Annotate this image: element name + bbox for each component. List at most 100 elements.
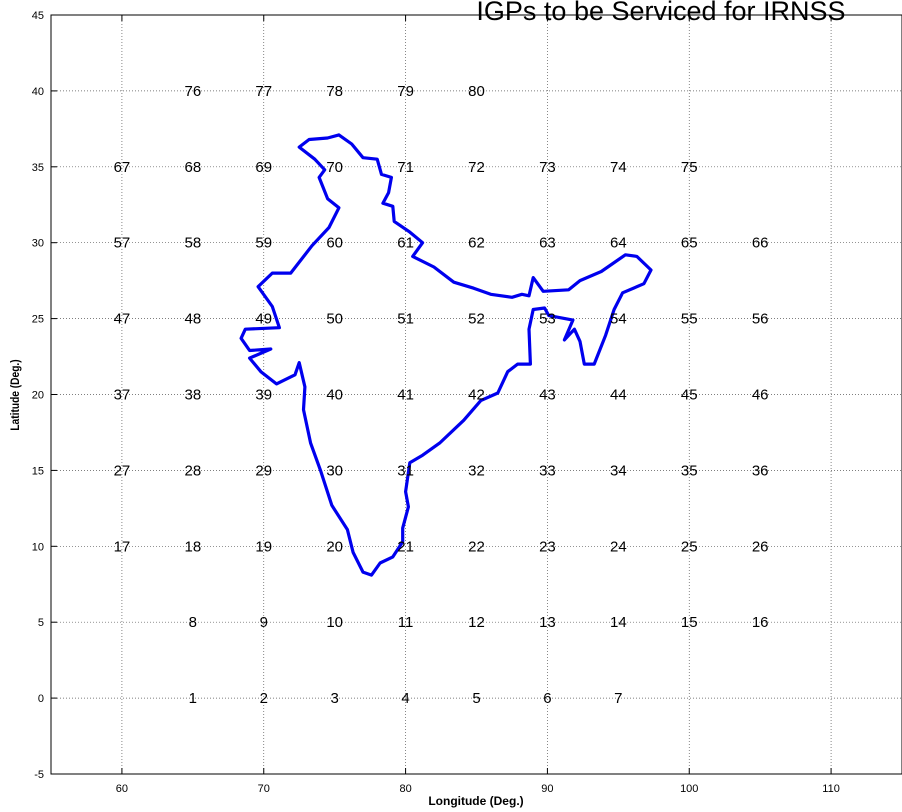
igp-label-6: 6 — [543, 690, 551, 707]
igp-label-26: 26 — [752, 538, 769, 555]
igp-label-30: 30 — [326, 462, 343, 479]
igp-label-42: 42 — [468, 387, 485, 404]
igp-label-14: 14 — [610, 614, 627, 631]
igp-label-4: 4 — [401, 690, 409, 707]
igp-label-31: 31 — [397, 462, 414, 479]
igp-label-16: 16 — [752, 614, 769, 631]
igp-label-65: 65 — [681, 235, 698, 252]
igp-label-78: 78 — [326, 83, 343, 100]
igp-label-69: 69 — [255, 159, 272, 176]
igp-label-20: 20 — [326, 538, 343, 555]
igp-label-73: 73 — [539, 159, 556, 176]
igp-label-28: 28 — [184, 462, 201, 479]
y-tick-label-25: 25 — [32, 314, 44, 326]
chart-title: IGPs to be Serviced for IRNSS — [476, 0, 845, 26]
igp-label-71: 71 — [397, 159, 414, 176]
igp-label-39: 39 — [255, 387, 272, 404]
igp-label-34: 34 — [610, 462, 627, 479]
igp-label-75: 75 — [681, 159, 698, 176]
y-tick-label-5: 5 — [38, 617, 44, 629]
igp-label-32: 32 — [468, 462, 485, 479]
igp-label-80: 80 — [468, 83, 485, 100]
y-tick-label-10: 10 — [32, 541, 44, 553]
igp-label-15: 15 — [681, 614, 698, 631]
igp-label-35: 35 — [681, 462, 698, 479]
igp-label-44: 44 — [610, 387, 627, 404]
igp-label-77: 77 — [255, 83, 272, 100]
y-tick-label-30: 30 — [32, 238, 44, 250]
igp-label-18: 18 — [184, 538, 201, 555]
igp-label-41: 41 — [397, 387, 414, 404]
igp-label-70: 70 — [326, 159, 343, 176]
igp-label-3: 3 — [330, 690, 338, 707]
igp-label-57: 57 — [114, 235, 131, 252]
igp-label-2: 2 — [260, 690, 268, 707]
igp-label-1: 1 — [189, 690, 197, 707]
x-tick-label-70: 70 — [258, 783, 270, 795]
igp-label-56: 56 — [752, 311, 769, 328]
igp-label-25: 25 — [681, 538, 698, 555]
igp-label-74: 74 — [610, 159, 627, 176]
igp-label-43: 43 — [539, 387, 556, 404]
igp-label-36: 36 — [752, 462, 769, 479]
igp-label-49: 49 — [255, 311, 272, 328]
x-tick-label-80: 80 — [399, 783, 411, 795]
igp-label-51: 51 — [397, 311, 414, 328]
igp-label-10: 10 — [326, 614, 343, 631]
y-tick-label-15: 15 — [32, 465, 44, 477]
igp-label-55: 55 — [681, 311, 698, 328]
igp-label-48: 48 — [184, 311, 201, 328]
igp-label-45: 45 — [681, 387, 698, 404]
igp-label-58: 58 — [184, 235, 201, 252]
y-tick-label-0: 0 — [38, 693, 44, 705]
igp-label-61: 61 — [397, 235, 414, 252]
igp-label-68: 68 — [184, 159, 201, 176]
x-tick-label-110: 110 — [822, 783, 840, 795]
x-tick-label-90: 90 — [541, 783, 553, 795]
igp-label-21: 21 — [397, 538, 414, 555]
igp-label-38: 38 — [184, 387, 201, 404]
x-axis-label: Longitude (Deg.) — [428, 794, 523, 808]
igp-label-64: 64 — [610, 235, 627, 252]
igp-label-79: 79 — [397, 83, 414, 100]
igp-label-22: 22 — [468, 538, 485, 555]
igp-label-5: 5 — [472, 690, 480, 707]
igp-label-63: 63 — [539, 235, 556, 252]
igp-label-60: 60 — [326, 235, 343, 252]
igp-label-67: 67 — [114, 159, 131, 176]
igp-label-33: 33 — [539, 462, 556, 479]
igp-label-9: 9 — [260, 614, 268, 631]
igp-label-8: 8 — [189, 614, 197, 631]
igp-label-11: 11 — [398, 614, 414, 631]
igp-label-76: 76 — [184, 83, 201, 100]
igp-label-50: 50 — [326, 311, 343, 328]
y-tick-label-45: 45 — [32, 10, 44, 22]
igp-label-40: 40 — [326, 387, 343, 404]
igp-label-66: 66 — [752, 235, 769, 252]
y-tick-label-40: 40 — [32, 86, 44, 98]
igp-label-72: 72 — [468, 159, 485, 176]
igp-label-12: 12 — [468, 614, 485, 631]
igp-label-19: 19 — [255, 538, 272, 555]
igp-label-47: 47 — [114, 311, 131, 328]
igp-label-37: 37 — [114, 387, 131, 404]
y-tick-label-20: 20 — [32, 390, 44, 402]
igp-label-59: 59 — [255, 235, 272, 252]
x-tick-label-100: 100 — [680, 783, 698, 795]
igp-label-53: 53 — [539, 311, 556, 328]
igp-label-7: 7 — [614, 690, 622, 707]
y-tick-label--5: -5 — [34, 769, 44, 781]
igp-label-24: 24 — [610, 538, 627, 555]
india-boundary-line — [239, 133, 653, 577]
grid-lines — [51, 15, 902, 774]
igp-label-52: 52 — [468, 311, 485, 328]
igp-label-17: 17 — [114, 538, 131, 555]
igp-label-23: 23 — [539, 538, 556, 555]
igp-label-27: 27 — [114, 462, 131, 479]
igp-label-62: 62 — [468, 235, 485, 252]
x-tick-label-60: 60 — [116, 783, 128, 795]
y-tick-label-35: 35 — [32, 162, 44, 174]
